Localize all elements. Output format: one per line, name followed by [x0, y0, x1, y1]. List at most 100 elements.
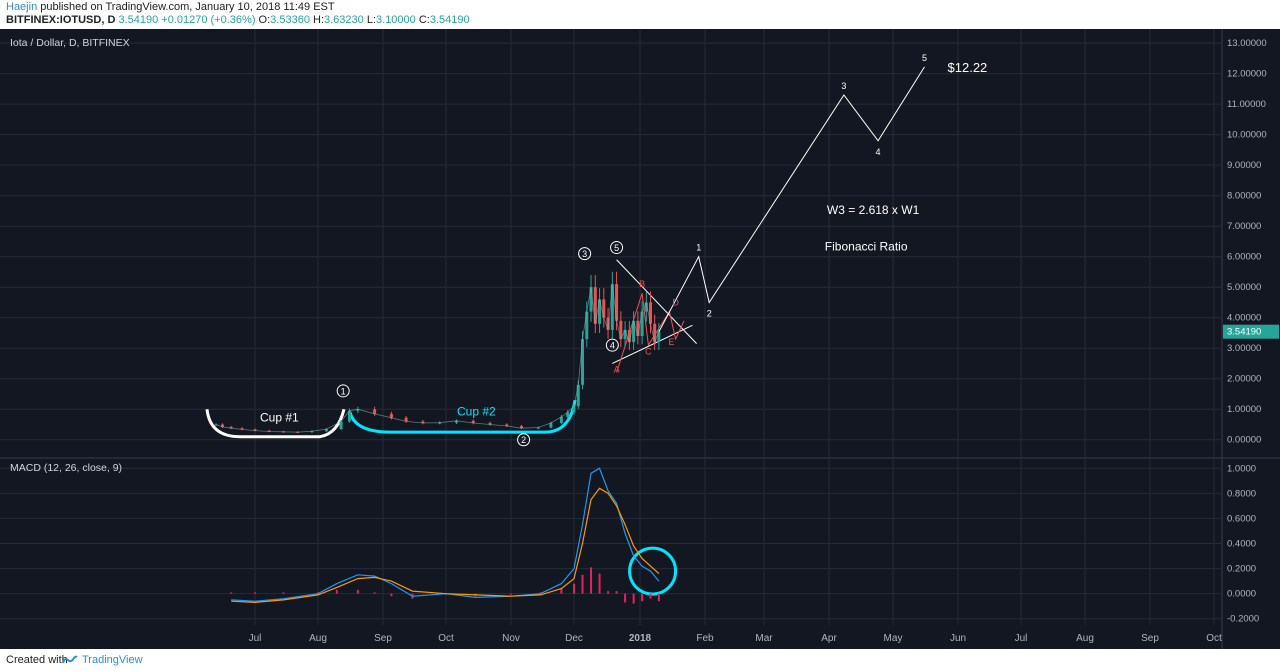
- macd-tick-label: 0.0000: [1227, 589, 1256, 600]
- price-candle: [615, 284, 619, 321]
- cup1-label: Cup #1: [260, 410, 299, 424]
- price-layer: [214, 271, 661, 433]
- footer: Created with TradingView: [0, 650, 1280, 671]
- price-candle: [373, 409, 377, 414]
- price-candle: [653, 323, 657, 343]
- wave-label: 3: [582, 249, 587, 259]
- macd-histogram-bar: [254, 592, 256, 594]
- price-candle: [267, 430, 271, 432]
- cup2-outline: [348, 399, 577, 434]
- open-value: 3.53360: [270, 14, 310, 26]
- price-tick-label: 5.00000: [1227, 282, 1261, 293]
- price-candle: [566, 412, 570, 417]
- price-change: +0.01270 (+0.36%): [161, 14, 256, 26]
- macd-pane-title: MACD (12, 26, close, 9): [10, 462, 122, 474]
- x-tick-label: Sep: [374, 633, 392, 644]
- wave-label-circle: [336, 384, 350, 398]
- publish-line: Haejin published on TradingView.com, Jan…: [6, 1, 335, 14]
- macd-line: [231, 467, 660, 602]
- price-candle: [632, 320, 636, 343]
- macd-histogram-bar: [390, 593, 393, 597]
- price-candle: [581, 339, 585, 385]
- fib-ratio-label: Fibonacci Ratio: [825, 240, 908, 254]
- price-candle: [310, 431, 314, 433]
- text-layer: Iota / Dollar, D, BITFINEX MACD (12, 26, …: [10, 37, 987, 474]
- created-with-text: Created with: [6, 654, 68, 666]
- price-tick-label: 10.00000: [1227, 130, 1267, 141]
- price-candle: [572, 406, 576, 413]
- x-tick-label: Oct: [1206, 633, 1222, 644]
- macd-histogram-bar: [590, 567, 593, 594]
- macd-histogram-bar: [607, 591, 610, 594]
- chart-svg[interactable]: Jul Aug Sep Oct Nov Dec 2018 Feb Mar Apr May Jun Jul…: [0, 29, 1280, 649]
- price-candle: [606, 317, 610, 330]
- x-tick-label: 2018: [629, 633, 652, 644]
- price-tick-label: 2.00000: [1227, 374, 1261, 385]
- price-tick-label: 9.00000: [1227, 160, 1261, 171]
- price-candle: [221, 424, 224, 427]
- publish-header: Haejin published on TradingView.com, Jan…: [0, 0, 1280, 28]
- price-tick-label: 6.00000: [1227, 252, 1261, 263]
- price-candle: [488, 422, 492, 425]
- macd-histogram-bar: [641, 593, 644, 602]
- price-tick-label: 13.00000: [1227, 38, 1267, 49]
- cup2-label: Cup #2: [457, 404, 496, 418]
- fib-ratio-formula: W3 = 2.618 x W1: [827, 203, 920, 217]
- tradingview-brand[interactable]: TradingView: [82, 654, 143, 666]
- price-candle: [347, 410, 351, 422]
- price-candle: [598, 299, 602, 324]
- price-tick-label: 11.00000: [1227, 99, 1266, 110]
- price-candle: [589, 287, 593, 312]
- macd-tick-label: 0.8000: [1227, 488, 1256, 499]
- price-candle: [627, 329, 631, 343]
- projection-layer: [658, 66, 925, 333]
- chart-area[interactable]: Jul Aug Sep Oct Nov Dec 2018 Feb Mar Apr May Jun Jul…: [0, 29, 1280, 649]
- x-tick-label: Sep: [1141, 633, 1159, 644]
- x-tick-label: Nov: [502, 633, 520, 644]
- abcde-label: A: [614, 365, 620, 375]
- macd-layer: [230, 467, 660, 604]
- x-tick-label: Mar: [755, 633, 773, 644]
- signal-line: [231, 487, 660, 604]
- macd-tick-label: -0.2000: [1227, 614, 1259, 625]
- projection-wave-label: 5: [922, 53, 927, 63]
- x-tick-label: Apr: [821, 633, 837, 644]
- price-candle: [253, 429, 257, 431]
- macd-tick-label: 1.0000: [1227, 463, 1256, 474]
- macd-histogram-bar: [230, 592, 233, 594]
- price-candle: [471, 420, 475, 423]
- price-candle: [644, 302, 648, 312]
- price-candle: [339, 421, 343, 430]
- x-tick-label: Jun: [950, 633, 966, 644]
- price-candle: [602, 299, 606, 318]
- macd-histogram-bar: [657, 593, 660, 602]
- price-candle: [559, 416, 563, 423]
- macd-histogram-bar: [581, 574, 584, 594]
- tradingview-logo-icon: [62, 655, 78, 664]
- price-candle: [619, 320, 623, 340]
- wave-label-circle: [610, 241, 624, 255]
- macd-histogram-bar: [356, 589, 359, 594]
- price-close-line: [215, 284, 660, 433]
- price-pane-title: Iota / Dollar, D, BITFINEX: [10, 37, 130, 49]
- price-candle: [549, 422, 553, 428]
- projection-wave-label: 1: [696, 243, 701, 253]
- author-link[interactable]: Haejin: [6, 1, 38, 13]
- price-candle: [356, 409, 360, 411]
- wave-label-circle: [605, 338, 619, 352]
- projection-wave-label: 4: [876, 147, 881, 157]
- price-candle: [404, 417, 408, 422]
- price-tick-label: 12.00000: [1227, 69, 1267, 80]
- x-tick-label: Dec: [565, 633, 583, 644]
- x-tick-label: Aug: [1076, 633, 1094, 644]
- x-tick-label: Oct: [438, 633, 454, 644]
- price-candle: [593, 287, 597, 324]
- price-candle: [636, 320, 640, 337]
- current-price-tag: [1223, 324, 1279, 339]
- symbol: BITFINEX:IOTUSD: [6, 14, 102, 26]
- macd-highlight-circle: [628, 546, 678, 596]
- wave-label-circle: [517, 433, 531, 447]
- abcde-label: E: [668, 337, 674, 347]
- x-tick-label: Aug: [309, 633, 327, 644]
- projection-wave-label: 3: [841, 81, 846, 91]
